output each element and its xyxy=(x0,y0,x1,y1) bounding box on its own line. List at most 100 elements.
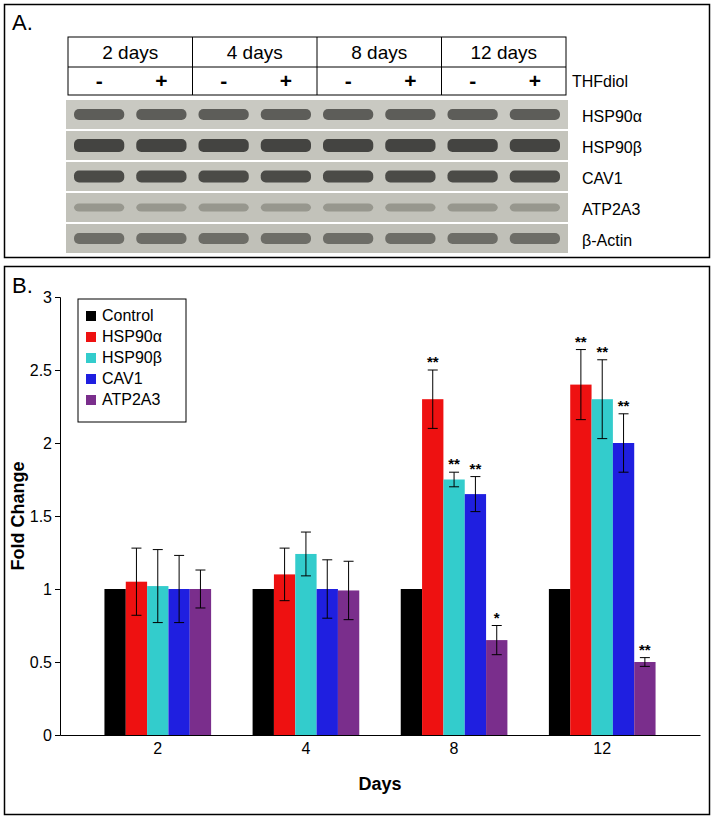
treatment-level: - xyxy=(345,69,352,92)
blot-band xyxy=(261,171,311,183)
time-point-label: 2 days xyxy=(102,42,158,63)
blot-band xyxy=(261,139,311,152)
blot-rows: HSP90αHSP90βCAV1ATP2A3β-Actin xyxy=(66,100,642,253)
bar xyxy=(104,589,125,735)
tick-label: 0 xyxy=(43,727,52,744)
protein-label: HSP90β xyxy=(582,139,642,156)
blot-band xyxy=(199,139,249,152)
blot-band xyxy=(448,171,498,183)
bar xyxy=(401,589,422,735)
error-bar xyxy=(153,550,163,623)
protein-label: ATP2A3 xyxy=(582,201,641,218)
tick-label: 2.5 xyxy=(30,362,52,379)
tick-mark xyxy=(55,589,60,590)
header-frame xyxy=(68,37,566,95)
header-divider xyxy=(192,37,193,95)
blot-band xyxy=(74,204,124,212)
blot-band xyxy=(510,204,560,212)
protein-label: HSP90α xyxy=(582,108,642,125)
blot-band xyxy=(323,109,373,120)
error-bar xyxy=(492,626,502,655)
blot-band xyxy=(385,233,435,244)
time-point-label: 8 days xyxy=(351,42,407,63)
significance-label: ** xyxy=(639,641,651,658)
bar xyxy=(253,589,274,735)
annotations: *************** xyxy=(427,333,651,658)
blot-band xyxy=(510,233,560,244)
blot-band xyxy=(136,204,186,212)
tick-label: 3 xyxy=(43,289,52,306)
blot-band xyxy=(136,233,186,244)
header-divider xyxy=(317,37,318,95)
bar xyxy=(613,443,634,735)
treatment-level: + xyxy=(155,69,167,92)
blot-band xyxy=(510,109,560,120)
tick-mark xyxy=(55,443,60,444)
tick-label: 4 xyxy=(301,740,310,757)
error-bar xyxy=(619,414,629,472)
treatment-level: - xyxy=(220,69,227,92)
legend-label: CAV1 xyxy=(102,370,143,387)
blot-band xyxy=(323,171,373,183)
bar xyxy=(190,589,211,735)
time-point-label: 12 days xyxy=(470,42,537,63)
treatment-level: + xyxy=(529,69,541,92)
legend-swatch xyxy=(86,353,96,363)
bar xyxy=(549,589,570,735)
legend-label: ATP2A3 xyxy=(102,391,161,408)
blot-strip xyxy=(66,100,568,129)
tick-mark xyxy=(55,735,60,736)
y-axis-title: Fold Change xyxy=(8,462,28,571)
legend-swatch xyxy=(86,374,96,384)
bar xyxy=(634,662,655,735)
bar xyxy=(592,399,613,735)
bar xyxy=(465,494,486,735)
blot-band xyxy=(385,204,435,212)
legend-label: HSP90β xyxy=(102,349,162,366)
error-bar xyxy=(449,472,459,487)
blot-band xyxy=(74,139,124,152)
error-bar xyxy=(195,570,205,608)
blot-band xyxy=(510,139,560,152)
blot-band xyxy=(74,171,124,183)
protein-label: CAV1 xyxy=(582,170,623,187)
legend-swatch xyxy=(86,311,96,321)
header-divider xyxy=(441,37,442,95)
bar xyxy=(295,554,316,735)
panel-frame xyxy=(5,5,710,258)
treatment-level: + xyxy=(404,69,416,92)
legend-label: HSP90α xyxy=(102,328,162,345)
tick: 12 xyxy=(593,735,611,757)
blot-band xyxy=(323,204,373,212)
blot-band xyxy=(199,109,249,120)
bar xyxy=(422,399,443,735)
error-bar xyxy=(301,532,311,576)
treatment-level: - xyxy=(96,69,103,92)
tick: 3 xyxy=(43,289,60,306)
error-bar xyxy=(597,360,607,439)
significance-label: ** xyxy=(575,333,587,350)
tick: 2.5 xyxy=(30,362,60,379)
legend: ControlHSP90αHSP90βCAV1ATP2A3 xyxy=(78,299,186,422)
blot-band xyxy=(323,233,373,244)
blot-band xyxy=(74,109,124,120)
blot-band xyxy=(74,233,124,244)
tick-mark xyxy=(55,370,60,371)
error-bar xyxy=(174,555,184,622)
error-bar xyxy=(344,561,354,619)
tick-label: 12 xyxy=(593,740,611,757)
significance-label: * xyxy=(494,609,500,626)
blot-band xyxy=(448,139,498,152)
significance-label: ** xyxy=(448,455,460,472)
tick: 8 xyxy=(450,735,459,757)
blot-band xyxy=(199,171,249,183)
significance-label: ** xyxy=(618,397,630,414)
blot-band xyxy=(261,233,311,244)
error-bar xyxy=(428,370,438,428)
tick-label: 1 xyxy=(43,581,52,598)
blot-band xyxy=(261,204,311,212)
blot-band xyxy=(448,204,498,212)
tick: 1 xyxy=(43,581,60,598)
bar xyxy=(570,385,591,735)
axis-line xyxy=(61,735,701,736)
